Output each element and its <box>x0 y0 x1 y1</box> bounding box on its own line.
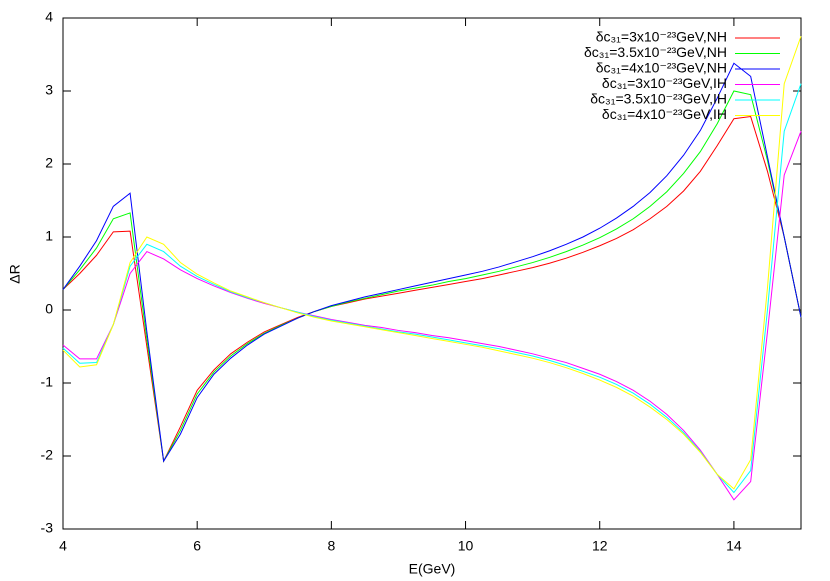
x-tick-label: 14 <box>726 538 742 554</box>
y-tick-label: 4 <box>45 9 53 25</box>
legend-label: δc₃₁=3x10⁻²³GeV,IH <box>602 75 727 91</box>
x-tick-label: 6 <box>193 538 201 554</box>
data-line <box>62 130 802 501</box>
y-tick-label: 0 <box>45 301 53 317</box>
data-line <box>62 83 802 494</box>
y-tick-label: 3 <box>45 82 53 98</box>
legend-label: δc₃₁=3.5x10⁻²³GeV,NH <box>584 44 727 60</box>
legend-label: δc₃₁=4x10⁻²³GeV,NH <box>596 60 727 76</box>
data-line <box>62 62 802 463</box>
legend-label: δc₃₁=4x10⁻²³GeV,IH <box>602 106 727 122</box>
plot-frame <box>62 17 802 530</box>
y-tick-label: -1 <box>41 374 54 390</box>
y-tick-label: 2 <box>45 155 53 171</box>
y-axis-label: ΔR <box>7 264 23 283</box>
x-tick-label: 8 <box>327 538 335 554</box>
x-tick-label: 10 <box>458 538 474 554</box>
data-line <box>62 90 802 463</box>
data-line <box>62 115 802 463</box>
y-tick-label: 1 <box>45 228 53 244</box>
data-line <box>62 36 802 490</box>
y-tick-label: -3 <box>41 520 54 536</box>
x-tick-label: 4 <box>59 538 67 554</box>
x-tick-label: 12 <box>592 538 608 554</box>
legend-label: δc₃₁=3x10⁻²³GeV,NH <box>596 29 727 45</box>
x-axis-label: E(GeV) <box>409 561 456 577</box>
y-tick-label: -2 <box>41 447 54 463</box>
legend-label: δc₃₁=3.5x10⁻²³GeV,IH <box>590 91 727 107</box>
